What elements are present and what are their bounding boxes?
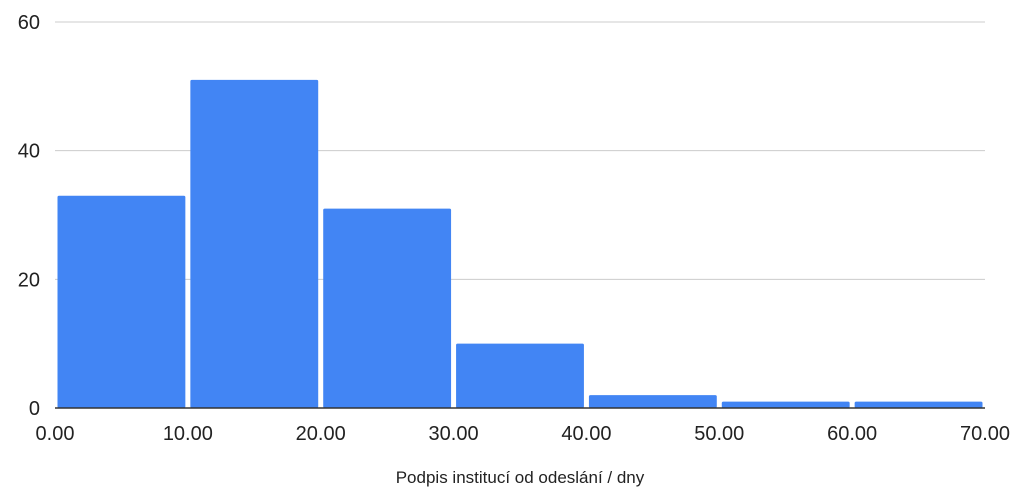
histogram-bar <box>190 79 319 409</box>
histogram-bar <box>854 401 983 408</box>
y-axis-ticks: 0 20 40 60 <box>18 12 40 420</box>
x-tick-label: 20.00 <box>296 423 346 445</box>
x-tick-label: 50.00 <box>694 423 744 445</box>
histogram-bar <box>323 208 452 408</box>
y-tick-label: 60 <box>18 12 40 34</box>
y-tick-label: 0 <box>29 398 40 420</box>
x-axis-ticks: 0.00 10.00 20.00 30.00 40.00 50.00 60.00 70.00 <box>36 423 1011 445</box>
bars <box>57 79 983 409</box>
histogram-bar <box>57 195 186 408</box>
x-tick-label: 10.00 <box>163 423 213 445</box>
x-tick-label: 70.00 <box>960 423 1010 445</box>
x-axis-title: Podpis institucí od odeslání / dny <box>396 468 645 487</box>
x-tick-label: 0.00 <box>36 423 75 445</box>
y-tick-label: 40 <box>18 141 40 163</box>
x-tick-label: 40.00 <box>561 423 611 445</box>
histogram-bar <box>588 395 717 408</box>
x-tick-label: 30.00 <box>429 423 479 445</box>
y-tick-label: 20 <box>18 269 40 291</box>
x-tick-label: 60.00 <box>827 423 877 445</box>
histogram-bar <box>456 343 584 408</box>
histogram-bar <box>721 401 850 408</box>
